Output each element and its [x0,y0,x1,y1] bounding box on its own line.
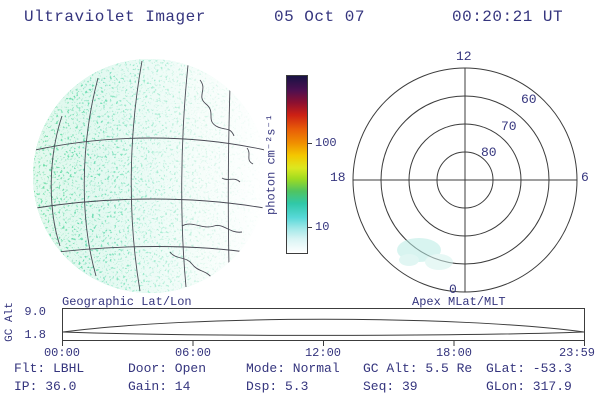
gc-alt-curve-bottom [62,331,585,336]
header-date: 05 Oct 07 [274,8,365,26]
gc-alt-plot [62,308,585,346]
status-seq: Seq: 39 [363,379,418,394]
mlat-label-60: 60 [521,92,537,107]
time-tick-label: 23:59 [558,346,595,360]
uv-disk-image [33,59,267,293]
mlat-label-80: 80 [481,145,497,160]
status-glon: GLon: 317.9 [486,379,572,394]
mlt-label-6: 6 [581,170,589,185]
page-title: Ultraviolet Imager [24,8,206,26]
gc-alt-axis-label: GC Alt [4,302,16,342]
time-tick-label: 18:00 [435,346,472,360]
colorbar-tick-mark [307,227,312,228]
left-plot-caption: Geographic Lat/Lon [62,295,192,309]
time-tick-label: 12:00 [304,346,341,360]
right-plot-caption: Apex MLat/MLT [412,295,506,309]
polar-grid [352,67,578,293]
mlat-label-70: 70 [501,119,517,134]
colorbar-tick-label: 10 [315,220,330,234]
time-tick-label: 06:00 [174,346,211,360]
mlt-label-0: 0 [449,282,457,297]
status-flt: Flt: LBHL [14,361,85,376]
colorbar-tick-mark [307,143,312,144]
x-axis-ticks [62,341,585,346]
status-gc-alt: GC Alt: 5.5 Re [363,361,473,376]
gc-alt-ymax: 9.0 [24,305,46,319]
colorbar [286,75,308,254]
faint-emission-patch [397,238,453,270]
status-door: Door: Open [128,361,207,376]
colorbar-axis-label: photon cm⁻²s⁻¹ [264,114,279,215]
status-mode: Mode: Normal [246,361,340,376]
mlt-label-12: 12 [456,49,472,64]
header-time: 00:20:21 UT [452,8,564,26]
latlon-grid [34,60,266,292]
colorbar-tick-label: 100 [315,136,337,150]
status-gain: Gain: 14 [128,379,191,394]
status-ip: IP: 36.0 [14,379,77,394]
status-glat: GLat: -53.3 [486,361,572,376]
gc-alt-curve-top [62,318,585,333]
status-dsp: Dsp: 5.3 [246,379,309,394]
gc-alt-ymin: 1.8 [24,328,46,342]
mlt-label-18: 18 [330,170,346,185]
time-tick-label: 00:00 [43,346,80,360]
